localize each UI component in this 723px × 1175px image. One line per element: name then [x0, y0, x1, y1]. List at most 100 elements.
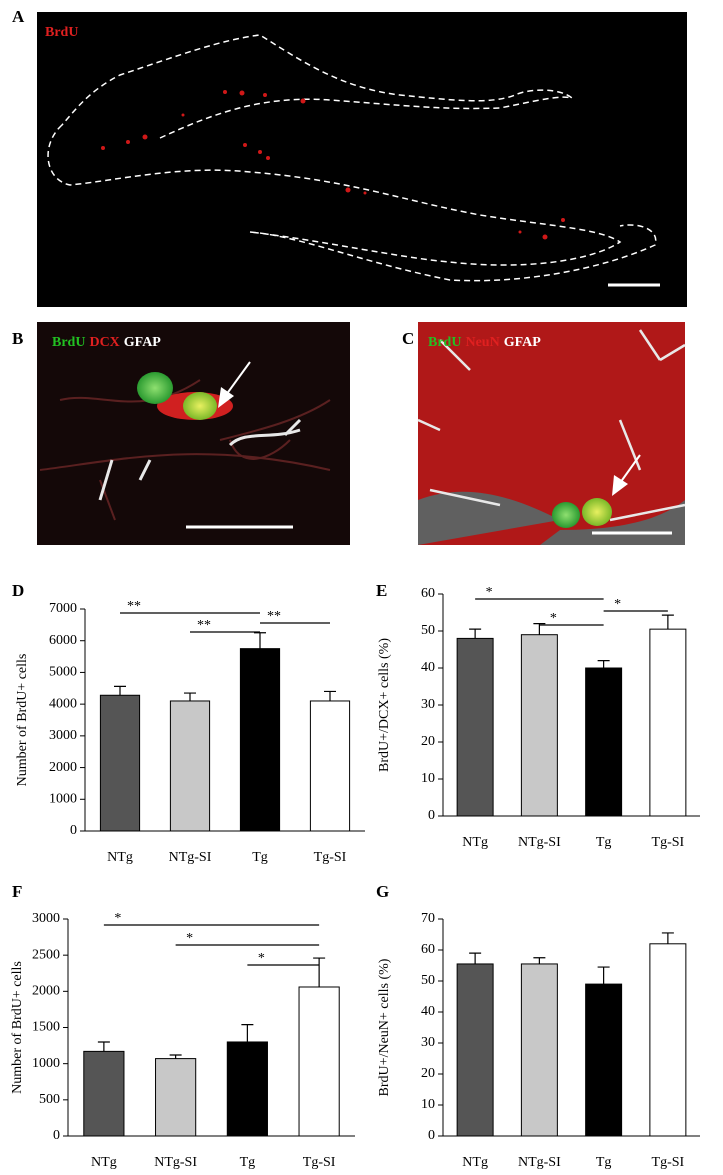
y-tick-label: 50 [421, 623, 435, 638]
bar [520, 634, 558, 817]
panel-letter: G [376, 882, 389, 901]
y-tick-label: 10 [421, 1097, 435, 1112]
y-tick-label: 4000 [49, 696, 77, 711]
y-tick-label: 6000 [49, 633, 77, 648]
marker-label: GFAP [124, 335, 162, 350]
image-b [37, 322, 350, 545]
y-tick-label: 1000 [32, 1056, 60, 1071]
y-axis-label: BrdU+/DCX+ cells (%) [377, 638, 392, 772]
error-bar [184, 692, 196, 701]
gfap-fibers [98, 418, 302, 501]
arrow-head [612, 475, 628, 496]
arrow [225, 361, 251, 396]
error-bar [597, 660, 610, 668]
x-tick-label: NTg-SI [518, 1155, 561, 1170]
y-tick-label: 20 [421, 734, 435, 749]
x-tick-label: NTg [462, 1155, 488, 1170]
significance-label: ** [127, 599, 141, 614]
y-tick-label: 0 [428, 808, 435, 823]
x-tick-label: NTg-SI [169, 850, 212, 865]
significance-label: * [614, 597, 621, 612]
marker-labels: BrdU [45, 25, 78, 40]
marker-label: GFAP [504, 335, 542, 350]
x-tick-label: NTg-SI [154, 1155, 197, 1170]
x-tick-label: NTg [107, 850, 133, 865]
y-tick-label: 30 [421, 697, 435, 712]
x-tick-label: NTg-SI [518, 835, 561, 850]
y-tick-label: 1000 [49, 792, 77, 807]
fibers [39, 379, 331, 521]
bar [99, 694, 141, 832]
bar [649, 943, 687, 1137]
error-bar [597, 966, 610, 985]
marker-label: BrdU [428, 335, 461, 350]
error-bar [469, 628, 482, 639]
arrow-head [218, 387, 234, 408]
marker-labels: BrdU NeuN GFAP [428, 335, 541, 350]
panel-letter: A [12, 7, 25, 26]
y-tick-label: 500 [39, 1092, 60, 1107]
y-tick-label: 0 [70, 823, 77, 838]
error-bar [313, 957, 326, 987]
image-a [37, 12, 687, 307]
bar [585, 667, 623, 817]
y-tick-label: 40 [421, 660, 435, 675]
bar [520, 963, 558, 1137]
x-tick-label: Tg [596, 1155, 612, 1170]
marker-label: NeuN [465, 335, 499, 350]
error-bar [533, 957, 546, 964]
bar [226, 1041, 268, 1137]
significance-label: * [550, 611, 557, 626]
region-outline [47, 34, 657, 282]
panel-letter: D [12, 581, 24, 600]
bar [298, 986, 340, 1137]
brdu-cell [137, 372, 173, 404]
panel-letter: E [376, 581, 387, 600]
y-tick-label: 10 [421, 771, 435, 786]
y-tick-label: 1500 [32, 1020, 60, 1035]
cell-dots [101, 90, 565, 240]
marker-label: BrdU [52, 335, 85, 350]
x-tick-label: NTg [91, 1155, 117, 1170]
y-tick-label: 50 [421, 973, 435, 988]
error-bar [241, 1024, 254, 1042]
x-tick-label: Tg-SI [652, 1155, 685, 1170]
significance-label: * [258, 951, 265, 966]
y-tick-label: 7000 [49, 601, 77, 616]
significance-label: ** [267, 609, 281, 624]
y-axis-label: BrdU+/NeuN+ cells (%) [377, 958, 392, 1096]
marker-label: BrdU [45, 25, 78, 40]
error-bar [97, 1041, 110, 1052]
bar [169, 700, 211, 832]
bar [83, 1050, 125, 1137]
x-tick-label: NTg [462, 835, 488, 850]
x-tick-label: Tg-SI [314, 850, 347, 865]
significance-label: ** [197, 618, 211, 633]
colabeled-cell [582, 498, 612, 526]
arrow [619, 454, 641, 484]
y-tick-label: 0 [428, 1128, 435, 1143]
panel-letter: F [12, 882, 22, 901]
bar [155, 1058, 197, 1137]
brdu-cell [552, 502, 580, 528]
y-tick-label: 30 [421, 1035, 435, 1050]
panel-letter: B [12, 329, 23, 348]
y-tick-label: 2500 [32, 947, 60, 962]
significance-label: * [186, 931, 193, 946]
bar [456, 963, 494, 1137]
error-bar [661, 614, 674, 630]
y-tick-label: 2000 [49, 760, 77, 775]
error-bar [254, 632, 266, 649]
bar [309, 700, 351, 832]
marker-labels: BrdU DCX GFAP [52, 335, 161, 350]
x-tick-label: Tg [240, 1155, 256, 1170]
error-bar [324, 690, 336, 701]
y-tick-label: 0 [53, 1128, 60, 1143]
error-bar [169, 1054, 182, 1059]
x-tick-label: Tg-SI [652, 835, 685, 850]
panel-letter: C [402, 329, 414, 348]
error-bar [469, 952, 482, 964]
x-tick-label: Tg [596, 835, 612, 850]
